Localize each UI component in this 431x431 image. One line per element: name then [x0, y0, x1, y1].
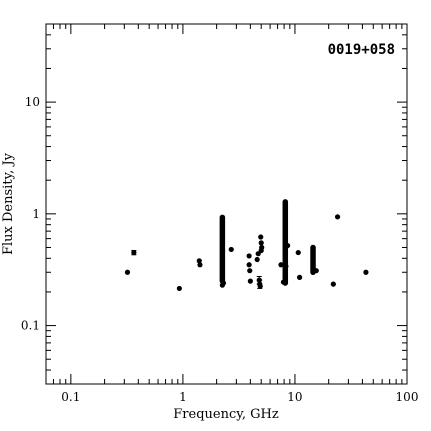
y-tick-label: 1 — [32, 207, 40, 221]
data-point — [259, 244, 265, 251]
data-point — [283, 263, 289, 269]
plot-frame — [45, 23, 408, 385]
data-point — [285, 242, 291, 249]
y-tick-label: 0.1 — [21, 319, 40, 333]
x-tick-label: 10 — [287, 390, 302, 404]
data-point — [254, 256, 260, 263]
data-point — [258, 234, 264, 240]
axis-ticks — [45, 23, 408, 385]
data-point — [334, 214, 341, 220]
x-tick-label: 1 — [179, 390, 187, 404]
data-point — [228, 246, 234, 253]
data-point — [197, 262, 203, 268]
data-marks — [124, 199, 369, 292]
data-point — [295, 249, 301, 256]
data-point — [363, 269, 369, 275]
data-point — [247, 278, 253, 284]
x-tick-label: 0.1 — [61, 390, 80, 404]
data-point — [280, 279, 287, 285]
data-point — [247, 268, 253, 274]
data-point — [246, 253, 252, 259]
data-point — [124, 269, 131, 275]
y-axis-label: Flux Density, Jy — [1, 152, 16, 255]
data-point — [330, 281, 336, 287]
data-point — [278, 262, 284, 268]
data-point — [220, 280, 227, 286]
tick-labels: 0.1 1 10 100 0.1 1 10 — [21, 95, 419, 404]
x-tick-label: 100 — [396, 390, 419, 404]
data-point — [313, 268, 319, 274]
data-point — [176, 285, 182, 292]
data-point — [296, 274, 303, 280]
data-point — [258, 240, 264, 246]
data-point — [246, 262, 252, 268]
data-point — [257, 283, 263, 289]
x-axis-label: Frequency, GHz — [173, 407, 279, 422]
chart-title: 0019+058 — [328, 42, 395, 58]
data-point — [196, 258, 202, 264]
data-point — [131, 249, 137, 256]
y-tick-label: 10 — [25, 95, 40, 109]
